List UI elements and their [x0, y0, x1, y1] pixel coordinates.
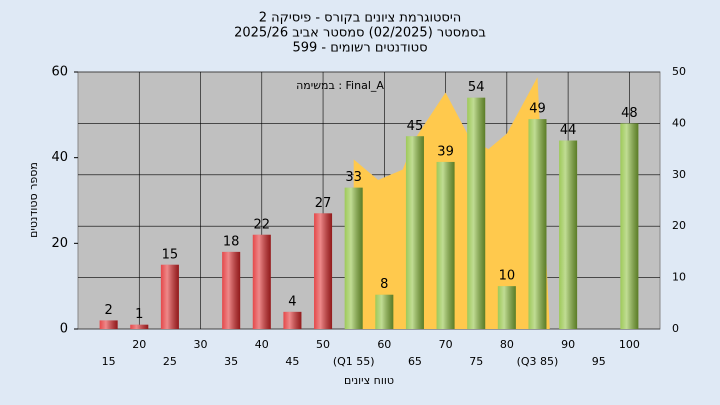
bar-shade: [436, 161, 455, 329]
data-label: 15: [162, 247, 179, 262]
data-label: 1: [135, 307, 143, 322]
y-tick-label: 20: [51, 236, 68, 251]
x-tick-label: 75: [469, 355, 483, 368]
x-tick-label: 45: [285, 355, 299, 368]
data-label: 22: [254, 217, 271, 232]
annotation: במשימה : Final_A: [296, 79, 384, 92]
x-tick-label: 35: [224, 355, 238, 368]
data-label: 44: [560, 123, 577, 138]
x-tick-label: 25: [163, 355, 177, 368]
bar-shade: [283, 311, 302, 329]
x-tick-label: 80: [500, 338, 514, 351]
title-line: בסמסטר (02/2025) סמסטר אביב 2025/26: [234, 26, 486, 41]
data-label: 48: [621, 106, 638, 121]
bar-shade: [252, 234, 271, 329]
bar-shade: [130, 324, 149, 329]
y2-tick-label: 20: [672, 219, 686, 232]
x-tick-label: 65: [408, 355, 422, 368]
data-label: 27: [315, 196, 332, 211]
y2-tick-label: 50: [672, 65, 686, 78]
x-tick-label: 90: [561, 338, 575, 351]
x-tick-label: 20: [132, 338, 146, 351]
x-tick-label: 95: [592, 355, 606, 368]
y-tick-label: 0: [60, 322, 68, 337]
title-line: סטודנטים רשומים - 599: [292, 41, 427, 56]
y2-tick-label: 30: [672, 168, 686, 181]
bar-shade: [344, 187, 363, 329]
x-tick-label: 70: [439, 338, 453, 351]
data-label: 2: [104, 303, 112, 318]
x-tick-label: 15: [102, 355, 116, 368]
data-label: 4: [288, 294, 296, 309]
y-tick-label: 60: [51, 65, 68, 80]
x-tick-label: (Q1 55): [333, 355, 375, 368]
y2-tick-label: 10: [672, 271, 686, 284]
data-label: 54: [468, 80, 485, 95]
bar-shade: [528, 119, 547, 329]
x-tick-label: 100: [619, 338, 640, 351]
bar-shade: [314, 213, 333, 329]
data-label: 10: [499, 269, 516, 284]
bar-shade: [375, 294, 394, 329]
y-tick-label: 40: [51, 150, 68, 165]
x-tick-label: 40: [255, 338, 269, 351]
bar-shade: [467, 97, 486, 329]
bar-shade: [99, 320, 118, 329]
x-tick-label: 60: [377, 338, 391, 351]
bar-shade: [160, 264, 179, 329]
x-tick-label: 50: [316, 338, 330, 351]
bar-shade: [497, 286, 516, 329]
data-label: 39: [437, 144, 454, 159]
y2-tick-label: 40: [672, 116, 686, 129]
bar-shade: [222, 251, 241, 329]
data-label: 18: [223, 234, 240, 249]
bar-shade: [405, 136, 424, 329]
bar-shade: [620, 123, 639, 330]
bar-shade: [559, 140, 578, 329]
data-label: 8: [380, 277, 388, 292]
title-line: היסטוגרמת ציונים בקורס - פיסיקה 2: [259, 11, 462, 26]
data-label: 33: [345, 170, 362, 185]
y-axis-label: מספר סטודנטים: [27, 162, 40, 238]
x-tick-label: 30: [194, 338, 208, 351]
x-tick-label: (Q3 85): [517, 355, 559, 368]
data-label: 49: [529, 102, 546, 117]
y2-tick-label: 0: [672, 322, 679, 335]
data-label: 45: [407, 119, 424, 134]
x-axis-label: טווח ציונים: [344, 374, 394, 387]
